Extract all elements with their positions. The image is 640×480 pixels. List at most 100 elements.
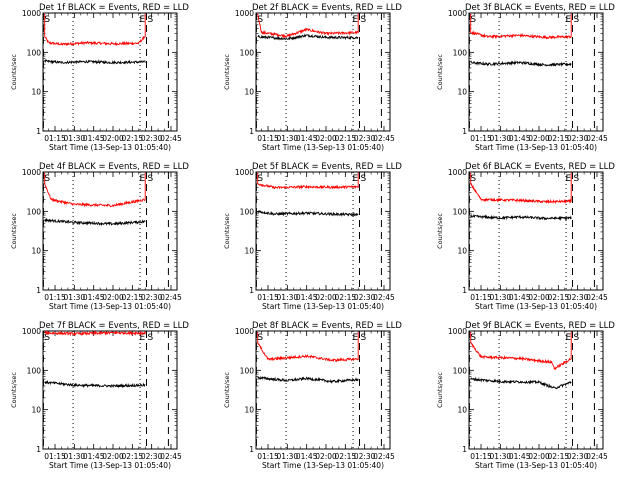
x-axis-label: Start Time (13-Sep-13 01:05:40) xyxy=(262,143,384,152)
x-tick-label: 01:45 xyxy=(509,134,531,143)
panel-det-6: Det 6f BLACK = Events, RED = LLD 1 10 100 10… xyxy=(436,162,615,311)
x-tick-label: 02:00 xyxy=(102,134,124,143)
segment-marker: S xyxy=(574,333,580,343)
x-tick-label: 02:45 xyxy=(373,293,395,302)
y-tick-label: 10 xyxy=(244,247,254,256)
x-tick-label: 02:15 xyxy=(335,452,357,461)
lld-rate-line xyxy=(470,172,572,205)
events-rate-line xyxy=(470,213,572,221)
segment-marker: S xyxy=(470,174,476,184)
y-tick-label: 100 xyxy=(453,366,468,375)
segment-marker: E xyxy=(353,15,359,25)
segment-marker: E xyxy=(566,174,572,184)
x-tick-label: 01:15 xyxy=(44,134,66,143)
segment-marker: E xyxy=(140,174,146,184)
x-tick-label: 01:45 xyxy=(83,293,105,302)
y-tick-label: 1 xyxy=(249,127,254,136)
x-tick-label: 02:00 xyxy=(102,452,124,461)
y-tick-label: 1 xyxy=(462,127,467,136)
x-tick-label: 02:30 xyxy=(354,293,376,302)
panel-title: Det 8f BLACK = Events, RED = LLD xyxy=(252,321,402,331)
x-tick-label: 02:00 xyxy=(528,293,550,302)
segment-marker: E xyxy=(566,15,572,25)
x-tick-label: 01:15 xyxy=(257,452,279,461)
y-tick-label: 10 xyxy=(457,88,467,97)
y-tick-label: 1000 xyxy=(235,168,254,177)
y-tick-label: 10 xyxy=(31,88,41,97)
x-axis-label: Start Time (13-Sep-13 01:05:40) xyxy=(49,461,171,470)
y-axis-label: Counts/sec xyxy=(223,54,231,90)
y-tick-label: 1000 xyxy=(22,168,41,177)
plot-frame xyxy=(42,171,178,291)
segment-marker: E xyxy=(566,333,572,343)
plot-frame xyxy=(468,330,604,450)
y-axis-label: Counts/sec xyxy=(10,372,18,408)
panel-det-7: Det 7f BLACK = Events, RED = LLD 1 10 100 10… xyxy=(10,321,189,470)
lld-rate-line xyxy=(470,13,572,40)
events-rate-line xyxy=(257,210,359,218)
panel-det-5: Det 5f BLACK = Events, RED = LLD 1 10 100 10… xyxy=(223,162,402,311)
x-tick-label: 01:30 xyxy=(490,293,512,302)
segment-marker: S xyxy=(257,174,263,184)
y-axis-label: Counts/sec xyxy=(10,54,18,90)
panel-title: Det 3f BLACK = Events, RED = LLD xyxy=(465,3,615,13)
segment-marker: S xyxy=(361,174,367,184)
x-axis-label: Start Time (13-Sep-13 01:05:40) xyxy=(475,302,597,311)
plot-frame xyxy=(42,330,178,450)
panel-title: Det 4f BLACK = Events, RED = LLD xyxy=(39,162,189,172)
panel-title: Det 5f BLACK = Events, RED = LLD xyxy=(252,162,402,172)
lld-rate-line xyxy=(470,331,572,371)
panel-det-2: Det 2f BLACK = Events, RED = LLD 1 10 100 10… xyxy=(223,3,402,152)
segment-marker: S xyxy=(361,333,367,343)
y-tick-label: 10 xyxy=(457,406,467,415)
x-tick-label: 02:30 xyxy=(567,293,589,302)
y-tick-label: 1000 xyxy=(235,327,254,336)
plot-frame xyxy=(42,12,178,132)
y-tick-label: 1 xyxy=(462,286,467,295)
plot-frame xyxy=(255,330,391,450)
segment-marker: S xyxy=(470,333,476,343)
x-tick-label: 01:30 xyxy=(64,293,86,302)
x-tick-label: 01:15 xyxy=(470,134,492,143)
events-rate-line xyxy=(257,375,359,384)
y-tick-label: 100 xyxy=(27,207,42,216)
plot-frame xyxy=(468,12,604,132)
x-axis-label: Start Time (13-Sep-13 01:05:40) xyxy=(49,143,171,152)
y-tick-label: 10 xyxy=(244,88,254,97)
y-tick-label: 1 xyxy=(249,445,254,454)
segment-marker: E xyxy=(353,174,359,184)
panel-title: Det 2f BLACK = Events, RED = LLD xyxy=(252,3,402,13)
x-tick-label: 01:15 xyxy=(470,452,492,461)
x-tick-label: 02:15 xyxy=(548,452,570,461)
x-tick-label: 02:00 xyxy=(315,452,337,461)
x-tick-label: 02:00 xyxy=(528,134,550,143)
x-tick-label: 02:30 xyxy=(567,134,589,143)
y-tick-label: 1000 xyxy=(22,9,41,18)
x-axis-label: Start Time (13-Sep-13 01:05:40) xyxy=(49,302,171,311)
y-tick-label: 100 xyxy=(453,48,468,57)
y-tick-label: 1000 xyxy=(448,9,467,18)
events-rate-line xyxy=(44,380,146,389)
segment-marker: S xyxy=(257,15,263,25)
segment-marker: S xyxy=(44,15,50,25)
lld-rate-line xyxy=(257,13,359,39)
x-axis-label: Start Time (13-Sep-13 01:05:40) xyxy=(475,143,597,152)
y-tick-label: 1 xyxy=(36,286,41,295)
x-tick-label: 02:30 xyxy=(354,452,376,461)
x-tick-label: 02:45 xyxy=(586,452,608,461)
y-tick-label: 100 xyxy=(240,207,255,216)
x-tick-label: 02:45 xyxy=(586,293,608,302)
panel-det-4: Det 4f BLACK = Events, RED = LLD 1 10 100 10… xyxy=(10,162,189,311)
lld-rate-line xyxy=(257,172,359,190)
lld-rate-line xyxy=(44,13,146,47)
events-rate-line xyxy=(44,59,146,65)
segment-marker: E xyxy=(140,333,146,343)
y-tick-label: 100 xyxy=(240,366,255,375)
x-tick-label: 02:15 xyxy=(335,134,357,143)
x-tick-label: 02:15 xyxy=(335,293,357,302)
y-tick-label: 10 xyxy=(31,247,41,256)
x-tick-label: 01:45 xyxy=(296,452,318,461)
x-tick-label: 01:30 xyxy=(490,452,512,461)
y-tick-label: 1 xyxy=(36,127,41,136)
